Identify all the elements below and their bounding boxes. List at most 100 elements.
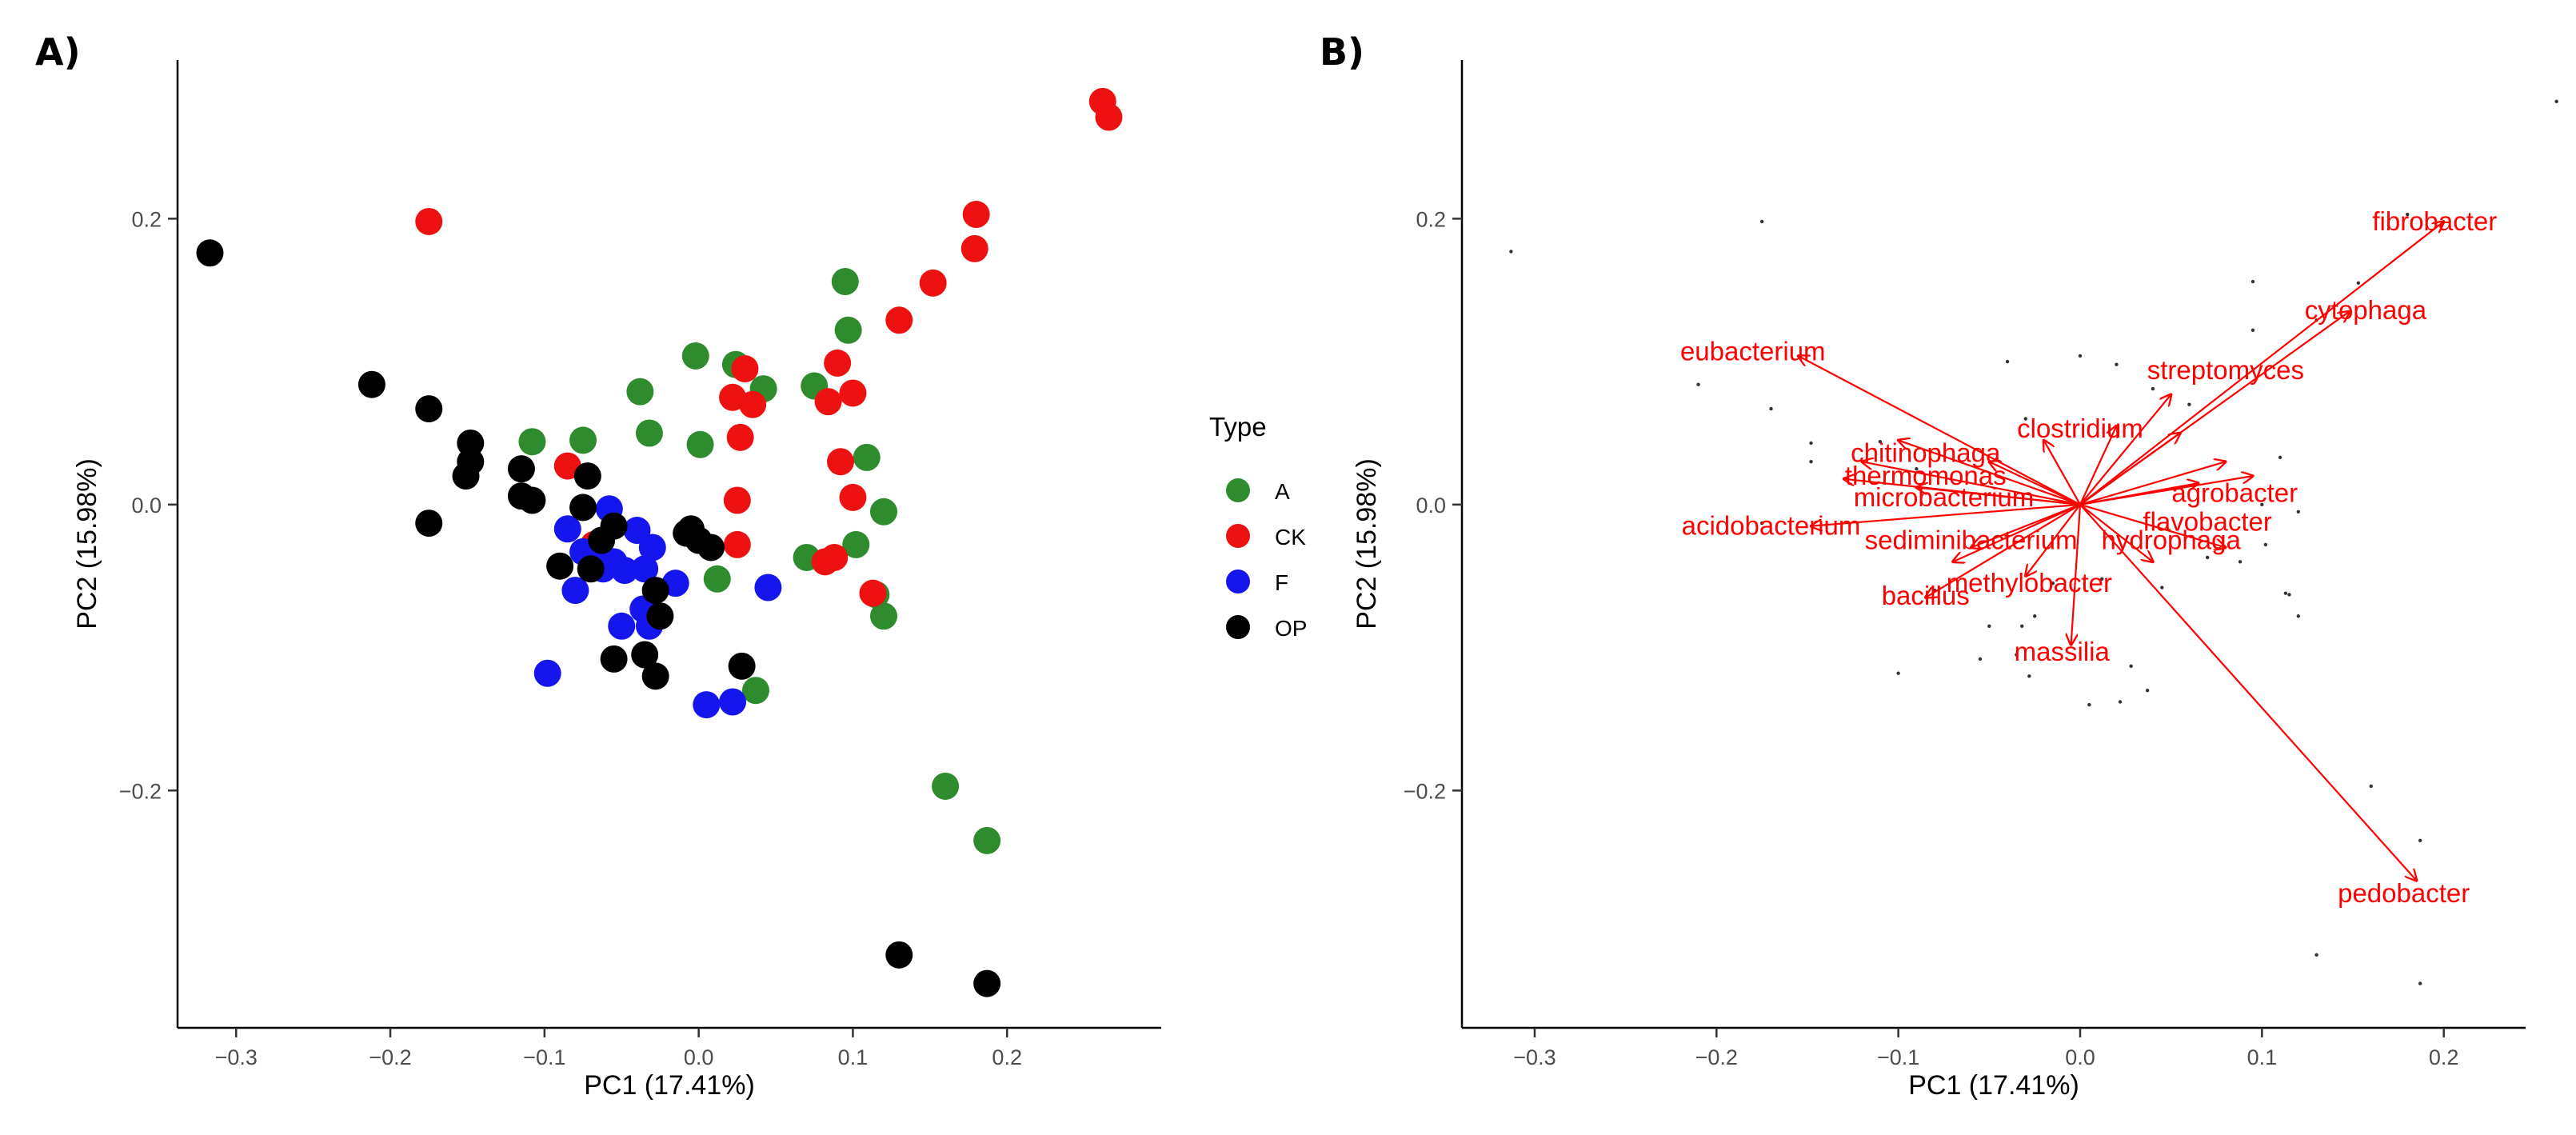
legend-label-op: OP	[1275, 616, 1307, 641]
sample-point	[1915, 466, 1919, 471]
data-point-ck	[723, 530, 751, 558]
sample-point	[2369, 784, 2373, 789]
data-point-ck	[821, 543, 849, 571]
data-point-ck	[723, 486, 751, 514]
loading-arrow	[2079, 426, 2116, 506]
data-point-op	[641, 662, 669, 690]
data-point-f	[561, 577, 589, 605]
data-point-a	[681, 342, 709, 370]
data-point-f	[693, 691, 721, 719]
y-tick-label: 0.2	[131, 207, 162, 231]
sample-point	[2418, 981, 2422, 985]
loading-label-eubacterium: eubacterium	[1680, 337, 1826, 366]
sample-point	[1978, 657, 1983, 661]
legend-title: Type	[1209, 412, 1267, 442]
sample-point	[1769, 406, 1773, 411]
x-tick-label: 0.0	[2065, 1045, 2095, 1069]
sample-point	[2078, 354, 2083, 358]
data-point-a	[973, 826, 1001, 854]
sample-point	[2314, 318, 2318, 322]
loading-arrow	[1953, 503, 2081, 562]
data-point-ck	[580, 530, 608, 558]
sample-point	[2051, 581, 2055, 585]
loading-arrow	[2079, 433, 2180, 506]
x-tick-label: 0.0	[684, 1045, 714, 1069]
loading-arrow	[2079, 503, 2226, 548]
data-point-ck	[1095, 103, 1123, 131]
loading-label-pedobacter: pedobacter	[2338, 878, 2470, 908]
x-tick-label: 0.1	[838, 1045, 869, 1069]
data-point-ck	[839, 379, 867, 407]
data-point-ck	[839, 483, 867, 511]
data-point-ck	[961, 234, 988, 262]
data-point-a	[842, 530, 870, 558]
sample-point	[2160, 585, 2164, 589]
loading-label-methylobacter: methylobacter	[1947, 568, 2112, 597]
sample-point	[2278, 455, 2282, 460]
loading-arrow	[2079, 483, 2199, 506]
data-point-op	[641, 577, 669, 605]
data-point-ck	[1088, 87, 1116, 115]
sample-point	[2015, 653, 2019, 657]
data-point-a	[834, 316, 862, 344]
data-point-ck	[962, 201, 990, 229]
y-tick-label: −0.2	[119, 779, 162, 803]
loading-arrow-acidobacterium	[1811, 503, 2081, 526]
data-point-op	[569, 494, 597, 522]
data-point-ck	[731, 355, 759, 383]
loading-label-agrobacter: agrobacter	[2171, 478, 2298, 508]
panel-a-label: A)	[35, 30, 81, 74]
x-tick-label: −0.3	[1513, 1045, 1556, 1069]
y-tick-label: 0.0	[1416, 494, 1446, 518]
data-point-a	[626, 378, 654, 406]
data-point-ck	[719, 383, 747, 411]
data-point-a	[518, 428, 546, 456]
loading-arrow	[1916, 487, 2081, 506]
sample-point	[1759, 521, 1764, 526]
sample-point	[2005, 359, 2010, 364]
loading-label-bacillus: bacillus	[1882, 581, 1970, 610]
data-point-f	[661, 569, 689, 597]
y-tick-label: 0.0	[131, 494, 162, 518]
sample-point	[2020, 624, 2024, 628]
sample-point	[2087, 702, 2091, 707]
x-tick-label: −0.3	[215, 1045, 258, 1069]
sample-point	[1759, 219, 1764, 224]
sample-point	[2145, 688, 2150, 693]
data-point-op	[677, 515, 705, 543]
loading-arrow	[2079, 503, 2153, 562]
legend-swatch-f	[1226, 569, 1250, 593]
data-point-a	[749, 375, 777, 403]
data-point-f	[569, 538, 597, 566]
data-point-op	[452, 462, 480, 490]
data-point-f	[611, 557, 639, 585]
loading-arrow-cytophaga	[2079, 312, 2349, 506]
data-point-f	[635, 612, 663, 640]
data-point-op	[685, 526, 713, 554]
loading-label-thermomonas: thermomonas	[1845, 461, 2007, 490]
data-point-a	[703, 565, 731, 593]
legend-label-ck: CK	[1275, 525, 1306, 550]
sample-point	[2314, 953, 2318, 957]
data-point-ck	[726, 423, 754, 451]
sample-point	[2187, 402, 2191, 406]
data-point-f	[589, 555, 617, 583]
loading-arrow	[1862, 462, 2081, 506]
sample-point	[2260, 502, 2264, 507]
data-point-f	[629, 595, 657, 623]
legend-label-a: A	[1275, 479, 1290, 504]
sample-point	[2406, 212, 2410, 217]
sample-point	[2118, 700, 2123, 704]
data-point-op	[546, 552, 574, 580]
data-point-ck	[415, 207, 443, 235]
legend-label-f: F	[1275, 570, 1288, 595]
loading-label-hydrophaga: hydrophaga	[2102, 526, 2242, 555]
data-point-ck	[739, 390, 767, 418]
loading-label-fibrobacter: fibrobacter	[2372, 206, 2497, 236]
x-axis-title: PC1 (17.41%)	[584, 1070, 755, 1101]
sample-point	[2263, 542, 2268, 547]
loading-label-flavobacter: flavobacter	[2143, 506, 2271, 536]
data-point-f	[585, 538, 613, 566]
data-point-ck	[919, 269, 947, 297]
